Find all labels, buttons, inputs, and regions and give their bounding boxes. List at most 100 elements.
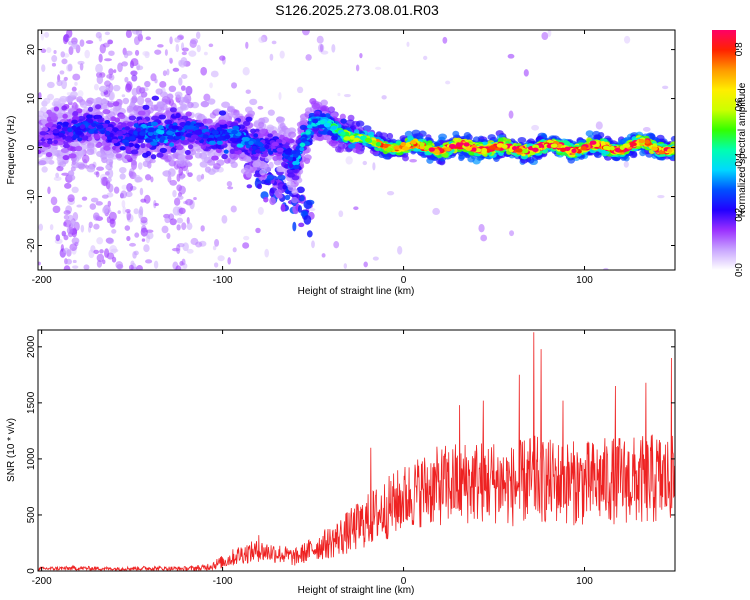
spectrum-cell [375,66,382,70]
figure-title: S126.2025.273.08.01.R03 [275,2,439,18]
spectrum-cell [113,69,117,74]
spectrum-cell [89,203,97,210]
spectrum-cell [136,95,145,106]
spectrum-cell [229,152,237,159]
spectrum-cell [101,176,109,187]
spectrum-cell [96,253,105,263]
spectrum-cell [77,60,85,65]
spectrum-cell [199,161,208,168]
spectrum-cell [103,145,111,151]
spectrum-cell [136,65,144,71]
spectrum-cell [46,47,52,53]
spectrum-cell [40,48,47,53]
spectrum-cell [187,101,194,109]
spectrum-cell [242,120,251,126]
spectrum-cell [386,190,395,196]
spectrum-cell [155,88,163,95]
spectrum-cell [320,105,329,112]
spectrum-cell [92,97,102,105]
spectrum-cell [209,82,213,89]
spectrum-cell [252,161,261,168]
spectrum-cell [63,214,70,220]
spectrum-cell [670,135,675,143]
spectrum-cell [217,255,225,262]
spectrum-cell [463,132,472,139]
spectrum-cell [156,152,164,158]
spectrum-cell [140,142,146,149]
spectrum-cell [159,81,167,88]
spectrum-cell [187,172,193,178]
spectrum-cell [107,183,114,193]
spectrum-cell [157,44,164,48]
spectrum-cell [303,214,312,225]
spectrum-cell [98,85,107,93]
spectrum-cell [372,256,379,261]
spectrum-cell [107,168,114,179]
spectrum-cell [144,80,151,88]
spectrum-cell [74,81,78,86]
spectrum-cell [125,30,132,39]
spectrum-cell [107,39,114,45]
spectrum-cell [178,77,183,86]
spectrum-cell [145,150,152,157]
spectrum-cell [81,196,88,201]
spectrum-cell [168,160,177,167]
spectrum-cell [507,53,515,59]
spectrum-cell [345,156,353,165]
spectrum-cell [63,210,71,215]
spectrum-cell [86,166,96,173]
spectrum-cell [68,214,74,222]
spectrum-cell [214,239,220,247]
spectrum-cell [106,177,112,183]
spectrum-cell [177,195,184,200]
spectrum-cell [359,53,363,59]
spectrum-cell [245,41,249,49]
spectrum-cell [215,143,222,149]
spectrum-cell [177,153,187,161]
spectrum-cell [108,211,117,222]
spectrum-cell [38,223,44,231]
spectrum-cell [131,30,140,35]
spectrum-cell [423,55,428,61]
spectrum-cell [161,96,171,103]
spectrum-cell [303,154,312,161]
spectrum-cell [311,103,321,110]
spectrum-cell [167,154,175,161]
spectrum-cell [305,107,313,114]
spectrum-cell [138,209,144,220]
spectrum-cell [458,154,465,162]
spectrum-cell [106,252,115,260]
spectrum-cell [137,162,143,170]
spectrum-cell [169,179,178,186]
spectrum-cell [657,194,665,199]
spectrum-cell [188,144,194,150]
spectrum-cell [106,237,115,245]
spectrum-cell [120,190,128,199]
spectrum-cell [193,196,197,201]
spectrum-cell [402,154,409,162]
spectrum-cell [131,159,137,166]
spectrum-cell [144,174,152,181]
spectrum-cell [264,248,270,258]
spectrum-cell [595,121,603,130]
spectrum-cell [69,243,78,251]
spectrum-cell [230,161,238,169]
spectrum-cell [77,90,84,98]
spectrum-cell [109,218,116,228]
spectrum-cell [87,106,94,112]
spectrum-cell [662,85,669,90]
spectrum-cell [407,135,414,141]
spectrum-cell [169,107,177,113]
spectrum-cell [130,58,139,67]
spectrum-cell [174,91,183,98]
spectrum-cell [108,50,115,56]
spectrum-cell [203,93,211,102]
spectrum-cell [181,222,187,231]
spectrum-cell [221,101,231,108]
spectrum-cell [244,164,252,172]
spectrum-cell [442,36,448,44]
spectrum-cell [124,76,129,83]
spectrum-cell [305,54,312,61]
spectrum-cell [227,106,234,113]
